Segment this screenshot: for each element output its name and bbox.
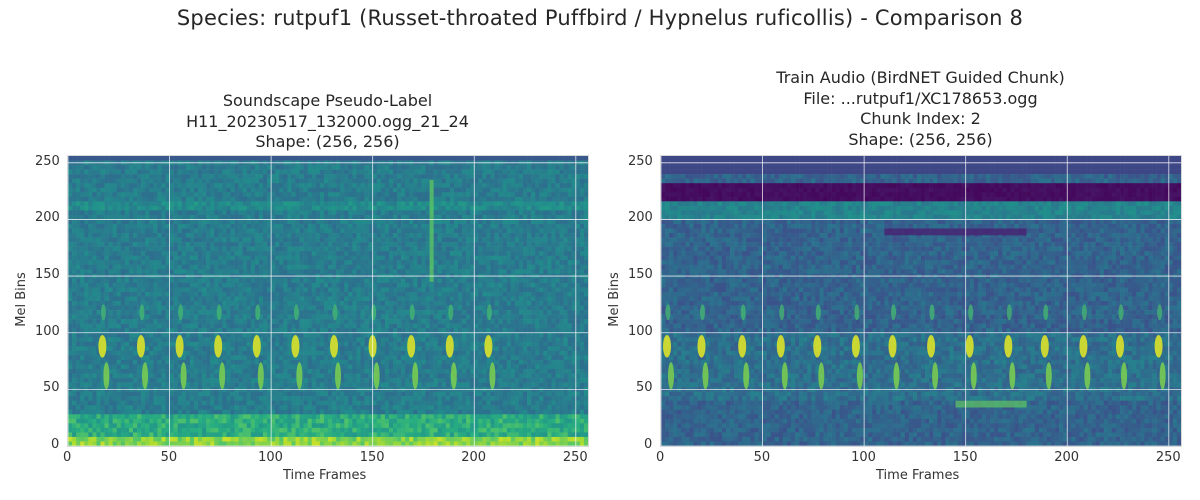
grid-lines <box>68 156 588 446</box>
spectrogram-right <box>661 156 1181 446</box>
call-syllables <box>98 179 496 390</box>
y-tick-label: 200 <box>628 210 653 226</box>
y-tick-label: 250 <box>628 153 653 169</box>
y-tick-label: 100 <box>628 323 653 339</box>
low-band <box>955 400 1027 408</box>
chart-title-line: Train Audio (BirdNET Guided Chunk) <box>776 68 1065 87</box>
x-tick-label: 250 <box>562 450 588 465</box>
y-tick-label: 150 <box>628 267 653 283</box>
y-axis-label-right: Mel Bins <box>606 272 622 327</box>
grid-lines <box>661 156 1181 446</box>
chart-title-left: Soundscape Pseudo-Label H11_20230517_132… <box>67 91 588 153</box>
y-tick-label: 200 <box>35 210 60 226</box>
x-axis-label-right: Time Frames <box>876 468 960 483</box>
chart-title-line: File: ...rutpuf1/XC178653.ogg <box>803 88 1038 108</box>
x-axis-label-left: Time Frames <box>283 468 367 483</box>
call-syllables <box>663 228 1166 408</box>
x-tick-label: 50 <box>753 450 771 465</box>
x-tick-label: 0 <box>656 450 665 465</box>
y-tick-label: 100 <box>35 323 60 339</box>
x-tick-label: 200 <box>461 450 487 465</box>
dark-band <box>884 228 1027 236</box>
figure-title: Species: rutpuf1 (Russet-throated Puffbi… <box>176 6 1024 30</box>
chart-title-line: Soundscape Pseudo-Label <box>222 91 433 110</box>
y-tick-label: 0 <box>644 437 653 452</box>
x-tick-label: 100 <box>258 450 283 465</box>
x-tick-label: 150 <box>359 450 385 465</box>
spectrogram-plot-right <box>660 155 1182 447</box>
y-tick-label: 0 <box>51 437 60 452</box>
y-tick-label: 250 <box>35 153 60 169</box>
spectrogram-left <box>68 156 588 446</box>
vertical-sweep <box>429 179 434 282</box>
y-tick-label: 50 <box>636 380 653 396</box>
x-tick-label: 100 <box>851 450 876 465</box>
y-tick-label: 50 <box>43 380 60 396</box>
chart-title-line: Chunk Index: 2 <box>860 109 981 128</box>
chart-title-line: H11_20230517_132000.ogg_21_24 <box>186 111 469 131</box>
spectrogram-plot-left <box>67 155 589 447</box>
chart-title-line: Shape: (256, 256) <box>255 132 400 151</box>
x-tick-label: 200 <box>1054 450 1080 465</box>
x-tick-label: 250 <box>1155 450 1181 465</box>
spectrogram-texture <box>661 156 1181 446</box>
chart-title-line: Shape: (256, 256) <box>848 129 993 149</box>
y-axis-label-left: Mel Bins <box>13 272 29 327</box>
x-tick-label: 0 <box>63 450 72 465</box>
y-tick-label: 150 <box>35 267 60 283</box>
spectrogram-texture <box>68 156 588 446</box>
x-tick-label: 50 <box>160 450 178 465</box>
x-tick-label: 150 <box>952 450 978 465</box>
chart-title-right: Train Audio (BirdNET Guided Chunk) File:… <box>660 68 1181 150</box>
